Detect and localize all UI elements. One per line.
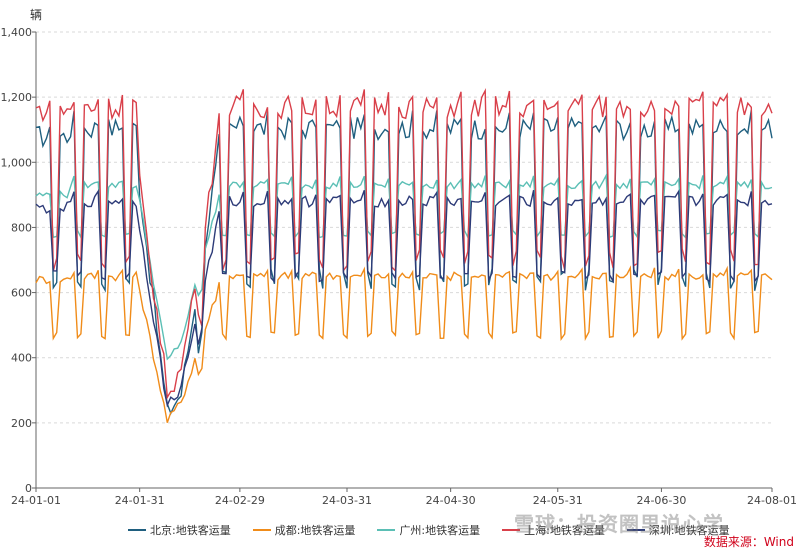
y-tick-label: 600	[11, 287, 32, 300]
legend-swatch	[626, 529, 645, 531]
legend-item-chengdu[interactable]: 成都:地铁客运量	[252, 522, 356, 538]
y-tick-label: 1,200	[1, 91, 33, 104]
source-note: 数据来源：Wind	[703, 535, 794, 549]
legend-item-beijing[interactable]: 北京:地铁客运量	[128, 522, 231, 538]
series-lines	[35, 87, 773, 423]
y-axis-ticks: 0 200 400 600 800 1,000 1,200 1,400	[1, 26, 36, 495]
legend-label: 深圳:地铁客运量	[648, 524, 730, 537]
legend-label: 广州:地铁客运量	[399, 524, 481, 537]
x-tick-label: 24-04-30	[426, 494, 476, 507]
x-tick-label: 24-08-01	[747, 494, 797, 507]
y-axis-unit-label: 辆	[30, 8, 43, 22]
y-tick-label: 1,400	[1, 26, 33, 39]
y-tick-label: 200	[11, 417, 32, 430]
legend-item-guangzhou[interactable]: 广州:地铁客运量	[377, 522, 480, 538]
y-tick-label: 1,000	[1, 156, 33, 169]
series-line-4	[35, 188, 773, 408]
legend: 北京:地铁客运量 成都:地铁客运量 广州:地铁客运量 上海:地铁客运量 深圳:地…	[128, 522, 752, 538]
series-line-2	[35, 172, 773, 361]
y-tick-label: 400	[11, 352, 32, 365]
y-tick-label: 0	[25, 482, 32, 495]
y-tick-label: 800	[11, 221, 32, 234]
axes	[35, 32, 772, 489]
legend-swatch	[252, 529, 271, 531]
legend-swatch	[377, 529, 396, 531]
x-tick-label: 24-02-29	[215, 494, 265, 507]
x-tick-label: 24-05-31	[533, 494, 583, 507]
x-axis-ticks: 24-01-01 24-01-31 24-02-29 24-03-31 24-04-30…	[11, 488, 797, 507]
legend-item-shenzhen[interactable]: 深圳:地铁客运量	[626, 522, 730, 538]
legend-label: 北京:地铁客运量	[150, 524, 231, 537]
watermark: 雪球：投资圈里说心学	[514, 512, 724, 536]
x-tick-label: 24-06-30	[636, 494, 686, 507]
legend-label: 上海:地铁客运量	[524, 524, 605, 537]
series-line-3	[35, 87, 773, 400]
x-tick-label: 24-01-31	[115, 494, 165, 507]
legend-swatch	[502, 529, 521, 531]
legend-label: 成都:地铁客运量	[274, 524, 356, 537]
legend-swatch	[128, 529, 146, 531]
x-tick-label: 24-01-01	[11, 494, 61, 507]
x-tick-label: 24-03-31	[322, 494, 372, 507]
gridlines	[36, 31, 772, 424]
legend-item-shanghai[interactable]: 上海:地铁客运量	[502, 522, 605, 538]
series-line-1	[35, 265, 773, 423]
